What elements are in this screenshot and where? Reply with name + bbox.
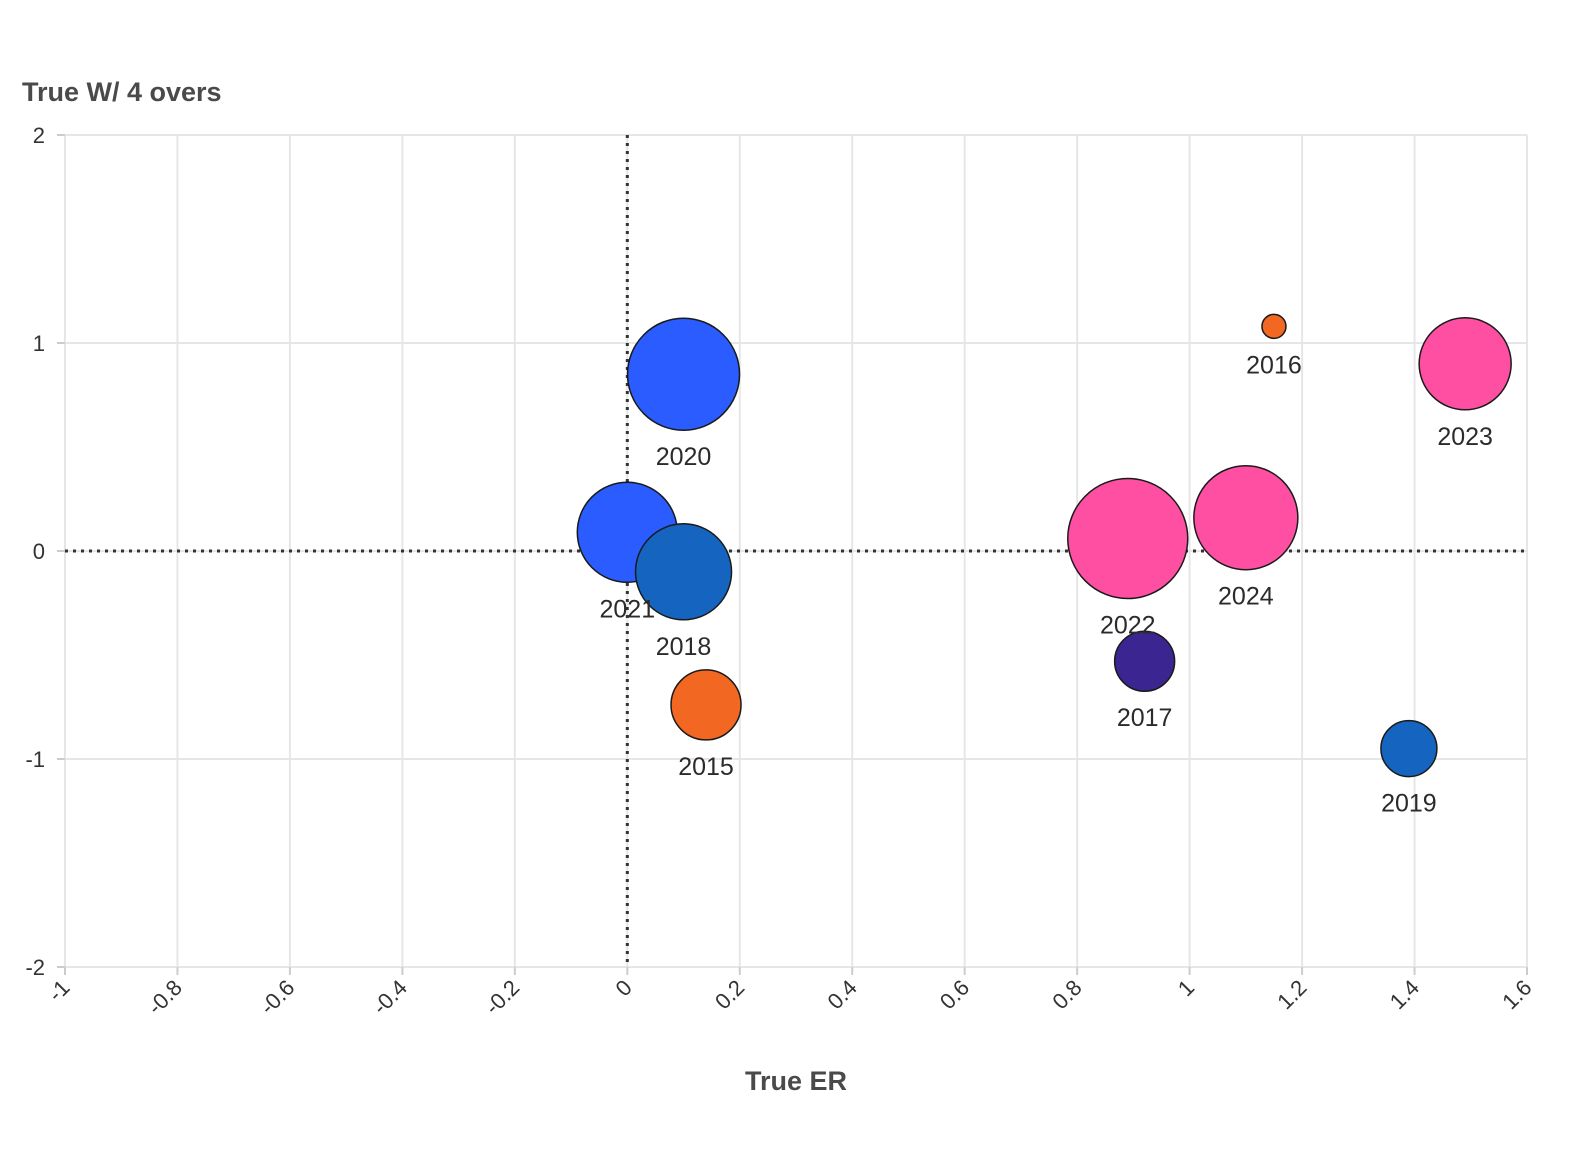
y-tick-label: -1: [25, 747, 45, 772]
bubble-2019[interactable]: [1380, 719, 1438, 778]
bubble-2020[interactable]: [626, 317, 741, 431]
bubble-label-2015: 2015: [678, 753, 734, 781]
x-tick-label: 1.2: [1272, 975, 1311, 1014]
x-tick-label: -0.6: [255, 975, 299, 1019]
x-tick-label: 1.4: [1385, 975, 1424, 1014]
bubble-label-2022: 2022: [1100, 612, 1156, 640]
y-axis-title: True W/ 4 overs: [22, 77, 222, 107]
x-tick-label: 0: [611, 975, 637, 1001]
bubble-2017[interactable]: [1113, 630, 1176, 692]
x-tick-label: 0.2: [710, 975, 749, 1014]
bubble-2015[interactable]: [670, 669, 742, 741]
bubble-label-2024: 2024: [1218, 583, 1274, 611]
x-axis-title: True ER: [745, 1066, 847, 1096]
bubble-label-2017: 2017: [1117, 704, 1173, 732]
bubble-label-2019: 2019: [1381, 790, 1437, 818]
bubble-label-2018: 2018: [656, 633, 712, 661]
x-tick-label: -1: [43, 975, 75, 1007]
bubbles: [576, 313, 1512, 778]
x-tick-label: 1.6: [1497, 975, 1536, 1014]
y-tick-label: 2: [33, 123, 45, 148]
bubble-2023[interactable]: [1418, 317, 1512, 411]
bubble-label-2023: 2023: [1437, 423, 1493, 451]
x-tick-label: -0.2: [480, 975, 524, 1019]
bubble-label-2020: 2020: [656, 443, 712, 471]
bubble-label-2016: 2016: [1246, 351, 1302, 379]
bubble-2024[interactable]: [1193, 464, 1299, 571]
y-tick-label: 0: [33, 539, 45, 564]
bubble-2016[interactable]: [1261, 313, 1287, 340]
bubble-2018[interactable]: [634, 523, 733, 621]
y-tick-label: 1: [33, 331, 45, 356]
y-axis-ticks: 2 1 0 -1 -2: [25, 123, 65, 980]
x-tick-label: -0.8: [143, 975, 187, 1019]
y-tick-label: -2: [25, 955, 45, 980]
x-tick-label: 0.4: [822, 975, 861, 1014]
x-axis-ticks: -1 -0.8 -0.6 -0.4 -0.2 0 0.2 0.4 0.6 0.8 1 1.2 1.4 1.…: [43, 967, 1537, 1019]
bubble-label-2021: 2021: [599, 595, 655, 623]
x-tick-label: -0.4: [367, 975, 411, 1019]
x-tick-label: 1: [1173, 975, 1199, 1001]
bubble-2022[interactable]: [1067, 477, 1189, 600]
x-tick-label: 0.8: [1047, 975, 1086, 1014]
x-tick-label: 0.6: [935, 975, 974, 1014]
